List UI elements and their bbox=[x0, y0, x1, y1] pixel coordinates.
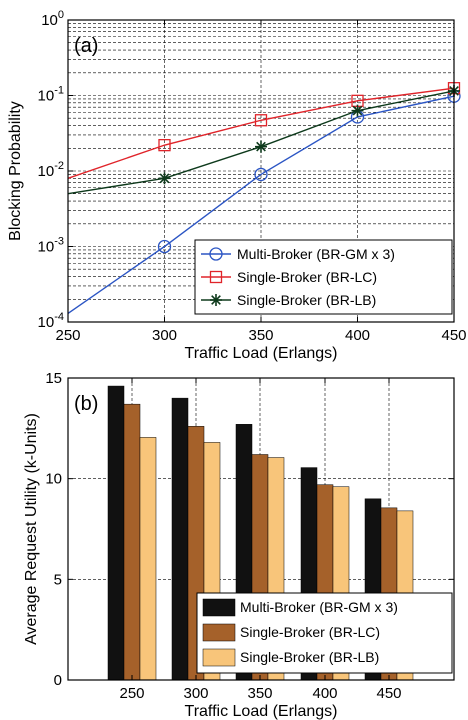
star-marker bbox=[158, 172, 171, 185]
series-star bbox=[67, 84, 460, 195]
legend-swatch bbox=[202, 623, 236, 642]
chart-b-y-ticks: 0 5 10 15 bbox=[45, 370, 454, 689]
y-tick-exponent: -1 bbox=[54, 85, 64, 97]
series-line bbox=[67, 95, 455, 314]
circle-marker bbox=[209, 247, 223, 261]
legend-box bbox=[194, 239, 453, 315]
y-tick-base: 10 bbox=[38, 163, 55, 180]
y-tick-label: 5 bbox=[54, 571, 62, 588]
series-square bbox=[67, 82, 461, 179]
star-stroke bbox=[211, 295, 221, 305]
y-tick-label: 10 bbox=[45, 471, 62, 488]
star-marker bbox=[210, 294, 222, 306]
chart-b-x-ticks: 250 300 350 400 450 bbox=[119, 378, 402, 702]
y-tick-base: 10 bbox=[38, 88, 55, 105]
legend-label: Multi-Broker (BR-GM x 3) bbox=[237, 246, 395, 262]
legend-label: Single-Broker (BR-LC) bbox=[237, 269, 377, 285]
chart-b-x-axis-label: Traffic Load (Erlangs) bbox=[185, 703, 338, 720]
y-tick-exponent: 0 bbox=[58, 9, 64, 21]
chart-a-y-axis-label: Blocking Probability bbox=[7, 101, 24, 241]
y-tick-base: 10 bbox=[38, 239, 55, 256]
legend-swatch bbox=[202, 648, 236, 667]
y-tick-exponent: -2 bbox=[54, 160, 64, 172]
legend-swatch bbox=[202, 598, 236, 617]
y-tick-exponent: -4 bbox=[54, 311, 64, 323]
chart-b-y-axis-label: Average Request Utility (k-Units) bbox=[23, 413, 40, 645]
x-tick-label: 350 bbox=[248, 327, 273, 344]
star-stroke bbox=[256, 141, 266, 152]
chart-b: Multi-Broker (BR-GM x 3) Single-Broker (B… bbox=[23, 370, 455, 720]
x-tick-label: 400 bbox=[345, 327, 370, 344]
circle-marker bbox=[254, 167, 268, 182]
y-tick-label: 10-4 bbox=[38, 311, 64, 331]
y-tick-label: 15 bbox=[45, 370, 62, 387]
bar bbox=[171, 397, 189, 681]
square-marker bbox=[158, 138, 171, 152]
star-marker bbox=[351, 104, 364, 117]
legend-label: Single-Broker (BR-LB) bbox=[237, 292, 376, 308]
y-tick-base: 10 bbox=[41, 12, 58, 29]
star-marker bbox=[255, 140, 267, 153]
chart-a-legend: Multi-Broker (BR-GM x 3) Single-Broker (B… bbox=[194, 239, 453, 315]
legend-label: Single-Broker (BR-LB) bbox=[240, 649, 379, 665]
x-tick-label: 250 bbox=[119, 685, 144, 702]
x-tick-label: 450 bbox=[441, 327, 466, 344]
x-tick-label: 450 bbox=[376, 685, 401, 702]
y-tick-label: 0 bbox=[54, 672, 62, 689]
series-line bbox=[67, 87, 455, 179]
square-marker bbox=[209, 270, 223, 284]
x-tick-label: 400 bbox=[312, 685, 337, 702]
chart-b-panel-label: (b) bbox=[74, 393, 98, 415]
y-tick-label: 10-2 bbox=[38, 160, 64, 180]
legend-box bbox=[196, 592, 453, 674]
chart-a-x-ticks: 250 300 350 400 450 bbox=[55, 20, 467, 344]
y-tick-label: 100 bbox=[41, 9, 64, 29]
square-marker bbox=[254, 114, 268, 127]
chart-b-frame bbox=[67, 377, 455, 681]
bar bbox=[123, 403, 141, 681]
chart-a-panel-label: (a) bbox=[74, 35, 98, 57]
legend-label: Single-Broker (BR-LC) bbox=[240, 624, 380, 640]
x-tick-label: 250 bbox=[55, 327, 80, 344]
star-stroke bbox=[352, 105, 363, 116]
y-tick-exponent: -3 bbox=[54, 236, 64, 248]
chart-a-x-axis-label: Traffic Load (Erlangs) bbox=[185, 345, 338, 362]
circle-marker bbox=[157, 239, 172, 254]
legend-label: Multi-Broker (BR-GM x 3) bbox=[240, 599, 398, 615]
x-tick-label: 350 bbox=[247, 685, 272, 702]
star-stroke bbox=[159, 173, 170, 184]
x-tick-label: 300 bbox=[183, 685, 208, 702]
bar bbox=[107, 385, 125, 681]
y-tick-label: 10-3 bbox=[38, 236, 64, 256]
x-tick-label: 300 bbox=[152, 327, 177, 344]
y-tick-label: 10-1 bbox=[38, 85, 64, 105]
y-tick-base: 10 bbox=[38, 314, 55, 331]
chart-b-legend: Multi-Broker (BR-GM x 3) Single-Broker (B… bbox=[196, 592, 453, 674]
chart-a: Multi-Broker (BR-GM x 3) Single-Broker (B… bbox=[7, 9, 467, 362]
bar bbox=[139, 437, 157, 681]
